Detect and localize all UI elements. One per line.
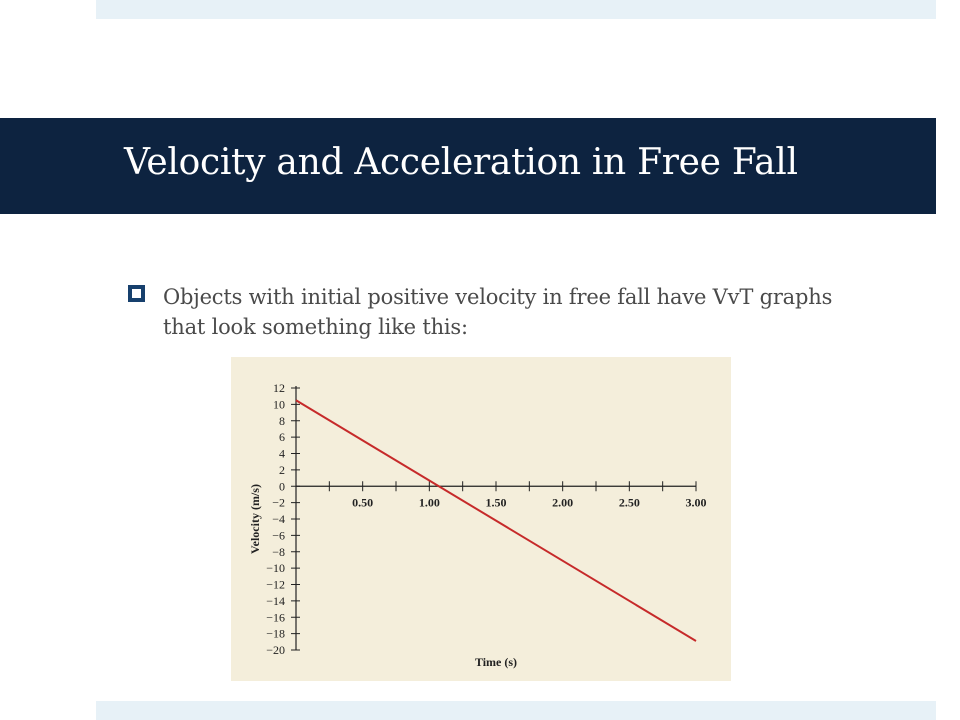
bullet-text: Objects with initial positive velocity i… [163,285,833,339]
x-axis-label: Time (s) [475,655,517,669]
x-tick-label: 1.00 [419,495,440,509]
square-bullet-icon [128,285,145,302]
y-tick-label: −14 [266,594,285,608]
y-tick-label: 2 [279,463,285,477]
y-tick-label: −2 [272,496,285,510]
y-tick-label: −4 [272,512,285,526]
x-tick-label: 0.50 [352,495,373,509]
top-decorative-band [96,0,936,19]
y-tick-label: −20 [266,643,285,657]
y-axis-label: Velocity (m/s) [248,484,262,554]
y-tick-label: 10 [273,397,285,411]
x-tick-label: 3.00 [686,495,707,509]
y-tick-label: −10 [266,561,285,575]
velocity-line [295,399,697,642]
x-tick-label: 2.50 [619,495,640,509]
x-tick-label: 1.50 [486,495,507,509]
y-tick-label: 4 [279,447,285,461]
y-tick-label: 8 [279,414,285,428]
y-tick-label: 6 [279,430,285,444]
y-tick-label: −18 [266,627,285,641]
y-tick-label: −16 [266,610,285,624]
title-bar [0,118,936,214]
bottom-decorative-band [96,701,936,720]
y-tick-label: 0 [279,479,285,493]
y-tick-label: −8 [272,545,285,559]
y-tick-label: 12 [273,381,285,395]
slide-title: Velocity and Acceleration in Free Fall [124,142,798,183]
y-tick-label: −6 [272,528,285,542]
y-tick-label: −12 [266,578,285,592]
chart-svg: 12 10 8 6 4 2 0 −2 −4 −6 −8 −10 −12 −14 −16 −18 −20 0.50 1… [248,381,707,669]
velocity-time-chart: 12 10 8 6 4 2 0 −2 −4 −6 −8 −10 −12 −14 −16 −18 −20 0.50 1… [231,357,731,681]
x-tick-label: 2.00 [552,495,573,509]
